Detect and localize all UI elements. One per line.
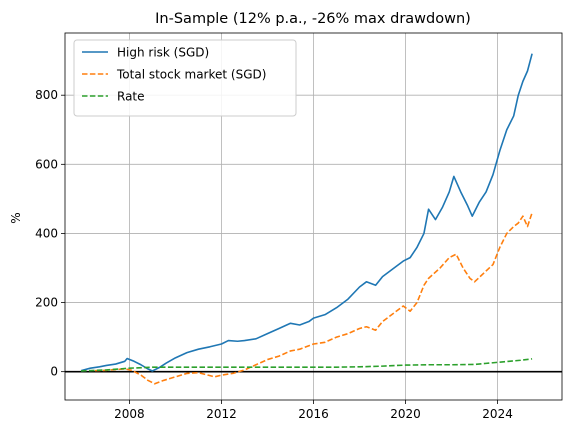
legend-label-0: High risk (SGD) <box>117 46 209 60</box>
chart-title: In-Sample (12% p.a., -26% max drawdown) <box>155 11 471 27</box>
x-tick-label: 2012 <box>206 407 237 421</box>
series-lines <box>80 53 533 385</box>
y-tick-label: 400 <box>35 226 58 240</box>
legend-label-1: Total stock market (SGD) <box>116 68 266 82</box>
series-line-0 <box>80 53 533 372</box>
y-tick-label: 200 <box>35 296 58 310</box>
x-tick-label: 2016 <box>298 407 329 421</box>
axes: 2008 2012 2016 2020 2024 0 200 400 600 800 <box>35 32 563 421</box>
series-line-2 <box>81 358 533 372</box>
y-axis-label: % <box>9 212 23 223</box>
y-tick-label: 800 <box>35 88 58 102</box>
y-tick-label: 600 <box>35 157 58 171</box>
x-tick-label: 2008 <box>114 407 145 421</box>
series-line-1 <box>94 212 533 385</box>
x-tick-label: 2024 <box>482 407 513 421</box>
legend: High risk (SGD) Total stock market (SGD) R… <box>73 39 297 117</box>
legend-box <box>73 39 297 117</box>
x-tick-label: 2020 <box>390 407 421 421</box>
legend-label-2: Rate <box>117 90 145 104</box>
y-tick-label: 0 <box>50 365 58 379</box>
